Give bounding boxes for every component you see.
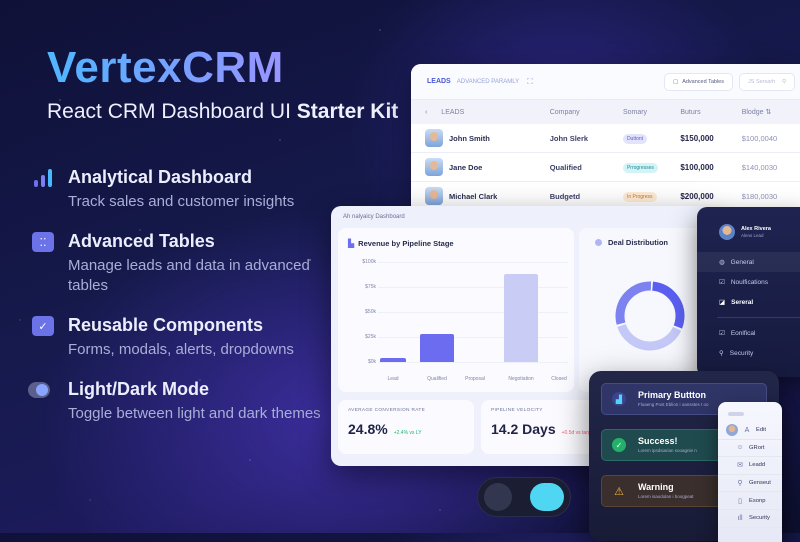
column-company[interactable]: Company — [549, 108, 580, 116]
deal-distribution-card: Deal Distribution — [579, 228, 709, 392]
donut-segment[interactable] — [615, 281, 685, 351]
settings-item-eonlfical[interactable]: ☑ Eonlfical — [719, 329, 756, 338]
users-icon: ☺ — [736, 444, 744, 452]
x-tick-label: Lead — [387, 376, 399, 382]
brand-title: VertexCRM — [47, 42, 398, 94]
kpi-conversion-rate: AVERAGE CONVERSION RATE 24.8% +2.4% vs LY — [338, 400, 474, 454]
search-icon: ⚲ — [719, 350, 724, 357]
search-input[interactable]: JS Sersarh ⚲ — [739, 72, 795, 91]
app-icon: ▟ — [612, 392, 626, 406]
leads-table-card: LEADS ADVANCED PARAMLY ⛶ ▢ Advanced Table… — [411, 64, 800, 214]
settings-item-security[interactable]: ⚲ Security — [719, 349, 754, 358]
check-circle-icon: ✓ — [612, 438, 626, 452]
feature-reusable-components: ✓ Reusable Components Forms, modals, ale… — [32, 314, 342, 360]
checkbox-icon: ☑ — [719, 330, 725, 337]
revenue-chart-card: ▙ Revenue by Pipeline Stage $100k $75k $50k… — [338, 228, 574, 392]
menu-item-edit[interactable]: A Edit — [718, 422, 782, 440]
avatar — [425, 158, 443, 176]
settings-sidebar: Alex Rivera Alens Lead ◍ General ☑ Noulficat… — [697, 207, 800, 377]
avatar — [425, 129, 443, 147]
primary-button-demo[interactable]: ▟ Primary Buttton Floaeng Post Eblion i … — [601, 383, 767, 415]
feature-list: Analytical Dashboard Track sales and cus… — [28, 166, 342, 442]
warning-icon: ⚠ — [614, 485, 624, 498]
phone-icon: ▯ — [738, 497, 742, 505]
divider — [717, 317, 800, 318]
layout-icon: ◪ — [719, 299, 726, 306]
menu-item-esonp[interactable]: ▯ Esonp — [718, 492, 782, 510]
toggle-icon — [28, 380, 54, 400]
menu-item-security[interactable]: ıll Security — [718, 510, 782, 528]
y-tick-label: $50k — [365, 309, 376, 315]
globe-icon: ◍ — [719, 259, 725, 266]
menu-item-grort[interactable]: ☺ GRort — [718, 440, 782, 458]
status-badge: Duttont — [622, 133, 648, 144]
revenue-bar-chart: $100k $75k $50k $25k $0k Lead Qualified Proposa… — [348, 258, 568, 382]
status-badge: Prrogresses — [622, 162, 658, 173]
feature-analytical-dashboard: Analytical Dashboard Track sales and cus… — [32, 166, 342, 212]
search-icon: ⚲ — [781, 78, 786, 85]
theme-toggle-switch[interactable] — [477, 477, 571, 517]
bar-negotiation[interactable] — [504, 274, 538, 362]
bar-qualified[interactable] — [420, 334, 454, 362]
hero: VertexCRM React CRM Dashboard UI Starter… — [47, 42, 398, 124]
avatar — [726, 424, 738, 437]
x-tick-label: Proposal — [465, 376, 485, 382]
table-row[interactable]: John Smith John Slerk Duttont $150,000 $… — [411, 124, 800, 153]
leads-toolbar: LEADS ADVANCED PARAMLY ⛶ ▢ Advanced Table… — [411, 64, 800, 100]
tagline: React CRM Dashboard UI Starter Kit — [47, 100, 399, 123]
checkbox-icon: ✓ — [32, 316, 54, 336]
status-badge: In Progress — [622, 191, 657, 202]
mail-icon: ✉ — [737, 462, 743, 470]
menu-item-genseut[interactable]: ⚲ Genseut — [718, 475, 782, 493]
back-chevron-icon[interactable]: ‹ — [425, 108, 428, 116]
avatar — [719, 224, 735, 240]
menu-header — [728, 412, 744, 416]
donut-segment[interactable] — [615, 281, 685, 351]
menu-item-leadd[interactable]: ✉ Leadd — [718, 457, 782, 475]
column-status[interactable]: Somary — [622, 108, 648, 116]
bar-chart-icon — [32, 168, 54, 188]
search-icon: ⚲ — [737, 480, 743, 488]
column-amount[interactable]: Buturs — [680, 108, 701, 116]
x-tick-label: Closed — [551, 376, 567, 382]
chart-icon: ıll — [737, 514, 743, 522]
bar-lead[interactable] — [380, 358, 406, 362]
feature-light-dark-mode: Light/Dark Mode Toggle between light and… — [28, 378, 342, 424]
toggle-knob-on — [530, 483, 564, 511]
legend-dot-icon — [595, 239, 602, 246]
advanced-tables-button[interactable]: ▢ Advanced Tables — [664, 72, 733, 91]
user-profile[interactable]: Alex Rivera Alens Lead — [697, 207, 800, 240]
y-tick-label: $75k — [365, 284, 376, 290]
dashboard-title: Ah nalyaicy Dashboard — [343, 214, 405, 220]
avatar — [425, 187, 443, 205]
tab-leads[interactable]: LEADS — [427, 78, 451, 85]
x-tick-label: Qualified — [427, 376, 447, 382]
table-row[interactable]: Jane Doe Qualified Prrogresses $100,000 … — [411, 153, 800, 182]
expand-icon[interactable]: ⛶ — [527, 76, 533, 86]
settings-item-general[interactable]: ◍ General — [697, 252, 800, 272]
calendar-icon: ▢ — [673, 78, 679, 85]
table-header: ‹ LEADS Company Somary Buturs Blodge ⇅ — [411, 100, 800, 124]
y-tick-label: $0k — [367, 359, 376, 365]
settings-item-sereral[interactable]: ◪ Sereral — [719, 298, 754, 307]
tab-advanced[interactable]: ADVANCED PARAMLY — [456, 78, 520, 85]
settings-item-noulfications[interactable]: ☑ Noulfications — [719, 278, 769, 287]
donut-chart — [615, 281, 685, 351]
dropdown-menu: A Edit ☺ GRort ✉ Leadd ⚲ Genseut ▯ Esonp ıll Securi… — [718, 402, 782, 542]
chart-icon: ▙ — [348, 239, 355, 248]
donut-segment[interactable] — [615, 281, 685, 351]
toggle-knob-off — [484, 483, 512, 511]
feature-advanced-tables: ⁚⁚ Advanced Tables Manage leads and data… — [32, 230, 342, 296]
table-icon: ⁚⁚ — [32, 232, 54, 252]
checkbox-icon: ☑ — [719, 279, 725, 286]
y-tick-label: $25k — [365, 334, 376, 340]
x-tick-label: Negotiation — [508, 376, 534, 382]
y-tick-label: $100k — [362, 259, 376, 265]
column-budget[interactable]: Blodge ⇅ — [741, 109, 772, 116]
